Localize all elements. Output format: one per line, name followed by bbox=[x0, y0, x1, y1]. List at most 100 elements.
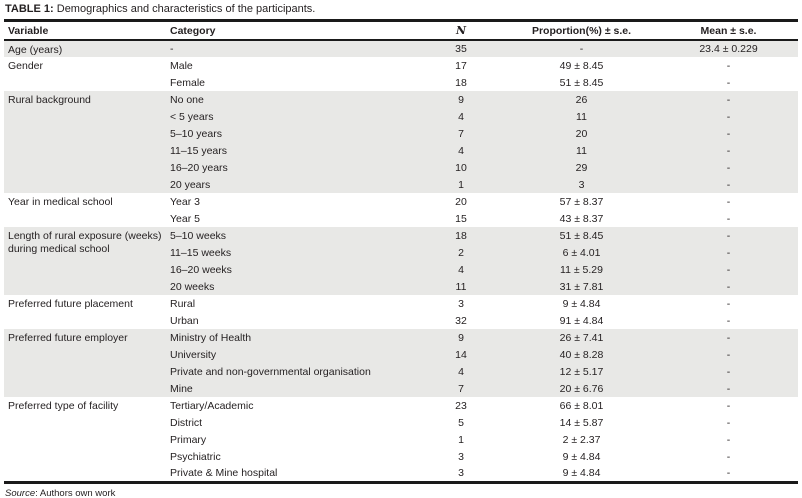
mean-cell: - bbox=[726, 212, 731, 225]
n-cell: 35 bbox=[418, 40, 504, 57]
proportion-cell: 6 ± 4.01 bbox=[504, 244, 659, 261]
table-row: University 14 40 ± 8.28- bbox=[4, 346, 798, 363]
mean-cell: - bbox=[659, 176, 798, 193]
table-row: Age (years) -35-23.4 ± 0.229 bbox=[4, 40, 798, 57]
category-cell: Year 3 bbox=[170, 195, 200, 208]
category-cell: Private & Mine hospital bbox=[170, 466, 278, 479]
proportion-cell: 3 bbox=[504, 176, 659, 193]
category-cell: Female bbox=[170, 76, 206, 89]
table-row: 16–20 years 10 29- bbox=[4, 159, 798, 176]
category-cell: 11–15 weeks bbox=[166, 244, 418, 261]
demographics-table: Variable Category N Proportion(%) ± s.e.… bbox=[4, 22, 798, 484]
proportion-cell: 26 ± 7.41 bbox=[504, 329, 659, 346]
column-header-mean: Mean ± s.e. bbox=[659, 22, 798, 41]
proportion-cell: 11 bbox=[504, 142, 659, 159]
variable-cell: Preferred future placement bbox=[8, 298, 133, 310]
source-text: : Authors own work bbox=[35, 487, 116, 498]
source-label: Source bbox=[5, 487, 36, 498]
category-cell: No one bbox=[166, 91, 418, 108]
mean-cell: - bbox=[659, 108, 798, 125]
table-row: 20 years 1 3- bbox=[4, 176, 798, 193]
n-cell: 4 bbox=[418, 108, 504, 125]
variable-cell: Gender bbox=[8, 60, 44, 72]
category-cell: 5–10 years bbox=[166, 125, 418, 142]
category-cell: Primary bbox=[170, 433, 207, 446]
n-cell: 3 bbox=[458, 450, 464, 463]
table-row: Gender Male 17 49 ± 8.45 - bbox=[4, 57, 798, 74]
mean-cell: - bbox=[659, 244, 798, 261]
proportion-cell: 11 bbox=[504, 108, 659, 125]
mean-cell: 23.4 ± 0.229 bbox=[659, 40, 798, 57]
n-cell: 2 bbox=[418, 244, 504, 261]
proportion-cell: 91 ± 4.84 bbox=[559, 314, 604, 327]
proportion-cell: 9 ± 4.84 bbox=[562, 297, 601, 310]
proportion-cell: 49 ± 8.45 bbox=[559, 59, 604, 72]
variable-cell: Preferred future employer bbox=[4, 329, 166, 397]
n-cell: 7 bbox=[418, 380, 504, 397]
n-cell: 18 bbox=[418, 227, 504, 244]
table-row: 11–15 years 4 11- bbox=[4, 142, 798, 159]
proportion-cell: 43 ± 8.37 bbox=[559, 212, 604, 225]
category-cell: University bbox=[166, 346, 418, 363]
table-row: Rural background No one 9 26- bbox=[4, 91, 798, 193]
mean-cell: - bbox=[659, 142, 798, 159]
table-row: Year in medical school Year 3 20 57 ± 8.37 - bbox=[4, 193, 798, 210]
category-cell: Male bbox=[170, 59, 193, 72]
variable-cell: Age (years) bbox=[4, 40, 166, 57]
n-cell: 4 bbox=[418, 363, 504, 380]
category-cell: - bbox=[166, 40, 418, 57]
table-row: Private & Mine hospital 3 9 ± 4.84 - bbox=[4, 465, 798, 482]
table-row: 16–20 weeks 4 11 ± 5.29- bbox=[4, 261, 798, 278]
proportion-cell: 20 ± 6.76 bbox=[504, 380, 659, 397]
column-header-variable: Variable bbox=[4, 22, 166, 41]
mean-cell: - bbox=[659, 278, 798, 295]
table-row: Length of rural exposure (weeks) during … bbox=[4, 227, 798, 295]
n-cell: 20 bbox=[455, 195, 467, 208]
n-cell: 11 bbox=[418, 278, 504, 295]
mean-cell: - bbox=[659, 125, 798, 142]
mean-cell: - bbox=[726, 314, 731, 327]
proportion-cell: 51 ± 8.45 bbox=[504, 227, 659, 244]
column-header-proportion: Proportion(%) ± s.e. bbox=[504, 22, 659, 41]
proportion-cell: 11 ± 5.29 bbox=[504, 261, 659, 278]
category-cell: Private and non-governmental organisatio… bbox=[166, 363, 418, 380]
n-cell: 14 bbox=[418, 346, 504, 363]
column-header-n: N bbox=[418, 22, 504, 41]
proportion-cell: 20 bbox=[504, 125, 659, 142]
table-header: Variable Category N Proportion(%) ± s.e.… bbox=[4, 22, 798, 41]
table-row: < 5 years 4 11- bbox=[4, 108, 798, 125]
table-row: Psychiatric 3 9 ± 4.84 - bbox=[4, 448, 798, 465]
n-cell: 4 bbox=[418, 142, 504, 159]
mean-cell: - bbox=[659, 91, 798, 108]
category-cell: 16–20 weeks bbox=[166, 261, 418, 278]
mean-cell: - bbox=[659, 380, 798, 397]
column-header-category: Category bbox=[166, 22, 418, 41]
category-cell: 5–10 weeks bbox=[166, 227, 418, 244]
header-row: Variable Category N Proportion(%) ± s.e.… bbox=[4, 22, 798, 41]
mean-cell: - bbox=[726, 76, 731, 89]
mean-cell: - bbox=[726, 433, 731, 446]
table-title: TABLE 1: Demographics and characteristic… bbox=[4, 2, 798, 22]
proportion-cell: 12 ± 5.17 bbox=[504, 363, 659, 380]
category-cell: Mine bbox=[166, 380, 418, 397]
table-row: Year 5 15 43 ± 8.37 - bbox=[4, 210, 798, 227]
table-row: Urban 32 91 ± 4.84 - bbox=[4, 312, 798, 329]
mean-cell: - bbox=[726, 297, 731, 310]
mean-cell: - bbox=[726, 416, 731, 429]
n-cell: 10 bbox=[418, 159, 504, 176]
table-row: Private and non-governmental organisatio… bbox=[4, 363, 798, 380]
table-caption: Demographics and characteristics of the … bbox=[53, 3, 316, 15]
n-cell: 23 bbox=[455, 399, 467, 412]
n-cell: 5 bbox=[458, 416, 464, 429]
category-cell: Ministry of Health bbox=[166, 329, 418, 346]
mean-cell: - bbox=[726, 466, 731, 479]
proportion-cell: 9 ± 4.84 bbox=[562, 466, 601, 479]
mean-cell: - bbox=[726, 399, 731, 412]
n-cell: 1 bbox=[418, 176, 504, 193]
category-cell: Year 5 bbox=[170, 212, 200, 225]
proportion-cell: - bbox=[504, 40, 659, 57]
source-note: Source: Authors own work bbox=[4, 484, 798, 498]
proportion-cell: 51 ± 8.45 bbox=[559, 76, 604, 89]
n-cell: 1 bbox=[458, 433, 464, 446]
mean-cell: - bbox=[659, 159, 798, 176]
